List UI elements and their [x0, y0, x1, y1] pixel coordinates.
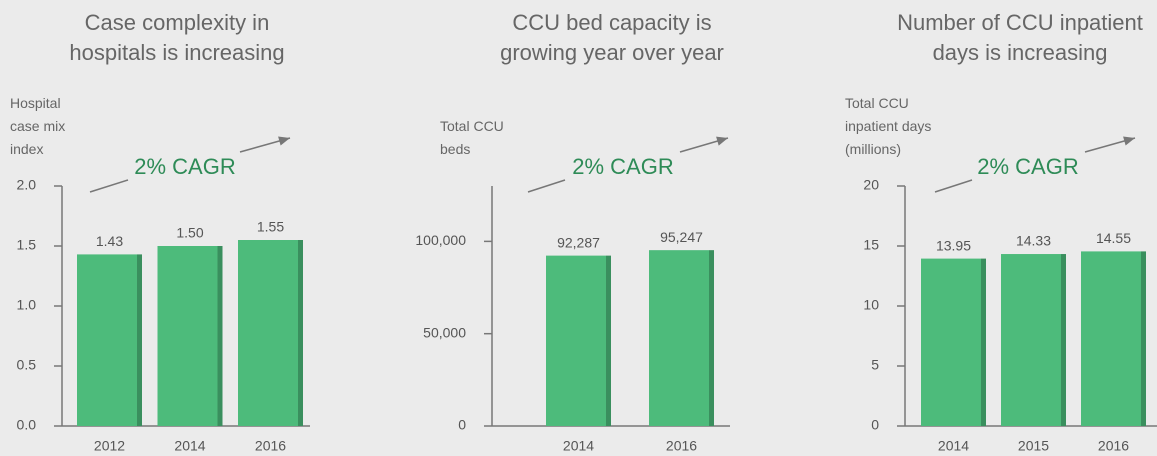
bar-shadow [709, 250, 714, 426]
y-axis-label: Total CCU beds [440, 118, 504, 157]
bar [157, 246, 218, 426]
bar [238, 240, 298, 426]
y-tick-label: 1.0 [17, 297, 37, 313]
y-tick-label: 20 [863, 177, 879, 193]
bar-shadow [981, 258, 986, 426]
y-tick-label: 0 [458, 417, 466, 433]
arrow-head [716, 136, 728, 146]
x-tick-label: 2015 [1018, 438, 1049, 454]
x-tick-label: 2012 [94, 438, 125, 454]
y-axis-label: Hospital case mix index [10, 95, 66, 157]
annotation: 2% CAGR [977, 154, 1078, 179]
y-tick-label: 100,000 [415, 232, 466, 248]
arrow-head [1123, 136, 1135, 146]
y-tick-label: 2.0 [17, 177, 37, 193]
bar [649, 250, 709, 426]
arrow-line [89, 179, 129, 193]
x-tick-label: 2016 [255, 438, 286, 454]
y-tick-label: 1.5 [17, 237, 37, 253]
bar-shadow [1061, 254, 1066, 426]
y-tick-label: 5 [871, 357, 879, 373]
y-tick-label: 15 [863, 237, 879, 253]
value-label: 13.95 [936, 237, 971, 253]
bar-shadow [606, 255, 611, 426]
y-tick-label: 10 [863, 297, 879, 313]
bar-shadow [137, 254, 142, 426]
annotation: 2% CAGR [134, 154, 235, 179]
y-axis-label: Total CCU inpatient days (millions) [845, 95, 932, 157]
y-tick-label: 0.0 [17, 417, 37, 433]
y-tick-label: 0 [871, 417, 879, 433]
arrow-head [278, 136, 290, 146]
annotation: 2% CAGR [572, 154, 673, 179]
bar-shadow [217, 246, 223, 426]
bar [921, 258, 981, 426]
x-tick-label: 2014 [174, 438, 205, 454]
value-label: 1.50 [176, 225, 203, 241]
value-label: 14.55 [1096, 230, 1131, 246]
chart-title: Case complexity in hospitals is increasi… [69, 10, 285, 65]
value-label: 1.55 [257, 219, 284, 235]
x-tick-label: 2016 [1098, 438, 1129, 454]
value-label: 14.33 [1016, 233, 1051, 249]
arrow-line [527, 179, 566, 193]
value-label: 92,287 [557, 234, 600, 250]
value-label: 95,247 [660, 229, 703, 245]
bar-shadow [298, 240, 303, 426]
arrow-line [934, 179, 973, 193]
y-tick-label: 0.5 [17, 357, 37, 373]
chart-title: CCU bed capacity is growing year over ye… [500, 10, 724, 65]
bar [77, 254, 137, 426]
value-label: 1.43 [96, 233, 123, 249]
bar-shadow [1141, 251, 1146, 426]
bar [546, 255, 606, 426]
chart-title: Number of CCU inpatient days is increasi… [897, 10, 1143, 65]
bar [1001, 254, 1061, 426]
bar [1081, 251, 1141, 426]
x-tick-label: 2014 [563, 438, 594, 454]
x-tick-label: 2014 [938, 438, 969, 454]
y-tick-label: 50,000 [423, 324, 466, 340]
x-tick-label: 2016 [666, 438, 697, 454]
